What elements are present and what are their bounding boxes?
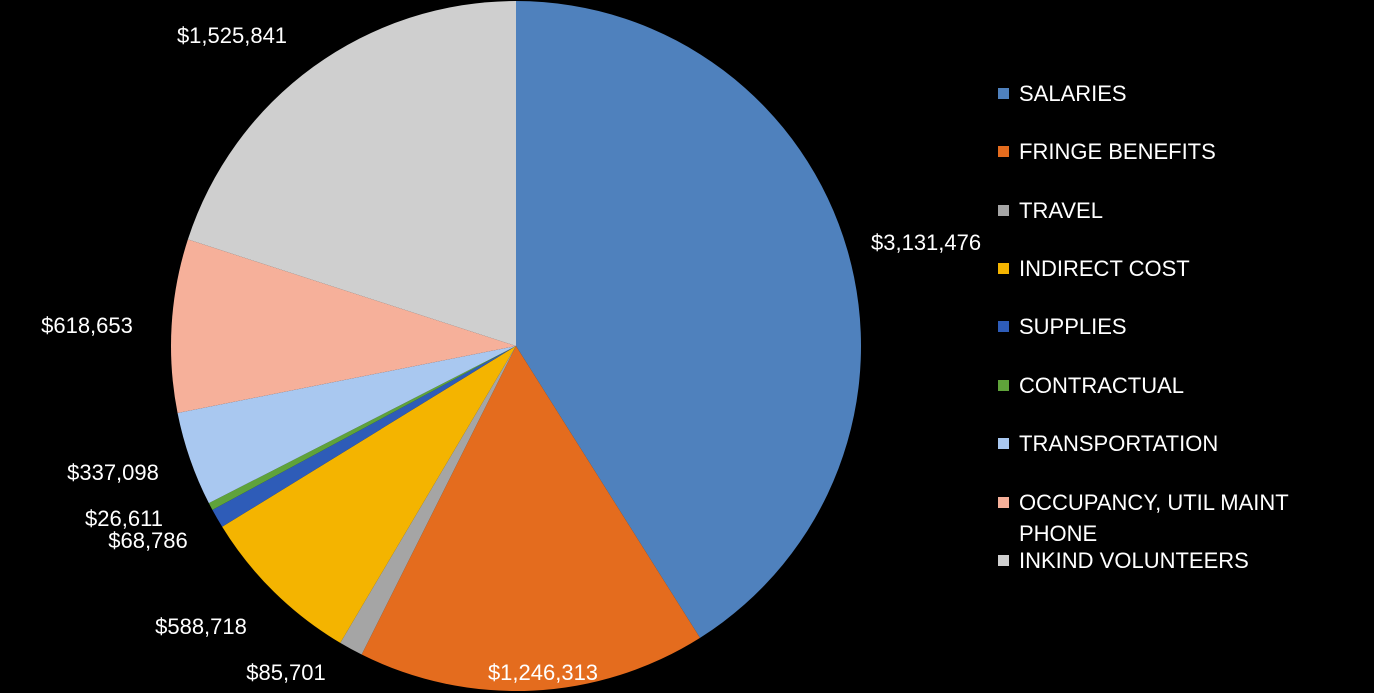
legend-label-travel: TRAVEL <box>1019 198 1103 223</box>
data-label-indirect-cost: $588,718 <box>155 614 247 639</box>
data-label-transportation: $337,098 <box>67 460 159 485</box>
legend-label-occupancy-line2: PHONE <box>1019 521 1098 546</box>
pie-slices <box>171 0 862 692</box>
legend-item-supplies: SUPPLIES <box>998 311 1319 342</box>
legend-item-inkind-volunteers: INKIND VOLUNTEERS <box>998 545 1319 576</box>
legend-label-occupancy: OCCUPANCY, UTIL MAINT PHONE <box>1019 487 1319 549</box>
legend-swatch-fringe-benefits <box>998 146 1009 157</box>
legend-label-inkind-volunteers: INKIND VOLUNTEERS <box>1019 548 1249 573</box>
legend-label-supplies: SUPPLIES <box>1019 314 1127 339</box>
legend-swatch-salaries <box>998 88 1009 99</box>
legend-label-contractual: CONTRACTUAL <box>1019 373 1185 398</box>
legend-swatch-indirect-cost <box>998 263 1009 274</box>
legend-item-occupancy: OCCUPANCY, UTIL MAINT PHONE <box>998 487 1319 549</box>
legend-item-contractual: CONTRACTUAL <box>998 370 1319 401</box>
data-label-inkind-volunteers: $1,525,841 <box>177 23 287 48</box>
legend-swatch-travel <box>998 205 1009 216</box>
legend-swatch-supplies <box>998 321 1009 332</box>
legend-swatch-occupancy <box>998 497 1009 508</box>
pie-slice-supplies <box>212 346 516 527</box>
legend-swatch-inkind-volunteers <box>998 555 1009 566</box>
data-label-contractual: $26,611 <box>85 506 163 531</box>
data-label-supplies: $68,786 <box>108 528 188 553</box>
data-label-fringe-benefits: $1,246,313 <box>488 660 598 685</box>
data-label-occupancy-util-maint-phone: $618,653 <box>41 313 133 338</box>
legend-item-fringe-benefits: FRINGE BENEFITS <box>998 136 1319 167</box>
legend-swatch-contractual <box>998 380 1009 391</box>
data-label-salaries: $3,131,476 <box>871 230 981 255</box>
legend-label-transportation: TRANSPORTATION <box>1019 431 1219 456</box>
pie-slice-travel <box>340 346 516 655</box>
pie-slice-salaries <box>516 0 862 638</box>
pie-slice-occupancy-util-maint-phone <box>171 239 517 413</box>
legend-label-occupancy-line1: OCCUPANCY, UTIL MAINT <box>1019 490 1289 515</box>
pie-slice-contractual <box>208 346 516 510</box>
legend-item-travel: TRAVEL <box>998 195 1319 226</box>
legend-swatch-transportation <box>998 438 1009 449</box>
legend-item-salaries: SALARIES <box>998 78 1319 109</box>
pie-slice-inkind-volunteers <box>187 1 516 346</box>
pie-data-labels: $3,131,476 $1,246,313 $85,701 $588,718 $68,7… <box>41 23 981 685</box>
legend-item-indirect-cost: INDIRECT COST <box>998 253 1319 284</box>
legend-label-indirect-cost: INDIRECT COST <box>1019 256 1190 281</box>
data-label-travel: $85,701 <box>246 660 326 685</box>
pie-slice-indirect-cost <box>222 346 516 643</box>
legend-label-fringe-benefits: FRINGE BENEFITS <box>1019 139 1216 164</box>
pie-slice-transportation <box>177 346 516 504</box>
pie-slice-fringe-benefits <box>361 346 701 692</box>
legend-item-transportation: TRANSPORTATION <box>998 428 1319 459</box>
legend-label-salaries: SALARIES <box>1019 81 1127 106</box>
